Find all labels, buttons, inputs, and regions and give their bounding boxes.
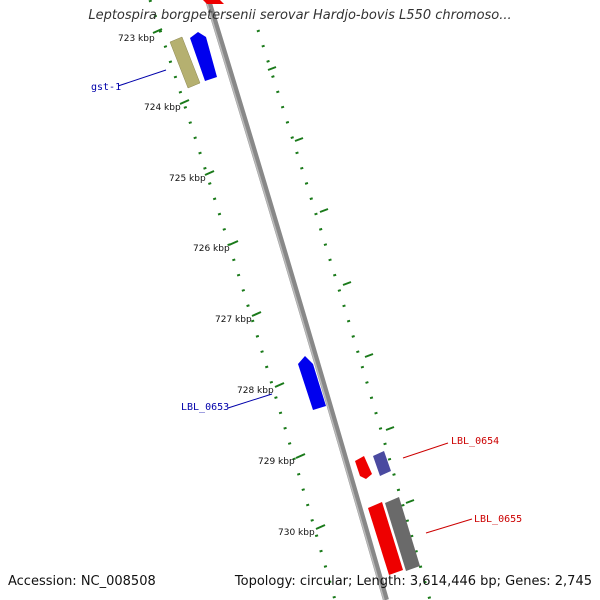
outer-tick-marks bbox=[267, 66, 415, 504]
tick-label: 724 kbp bbox=[144, 103, 181, 113]
gene-feature-red-small[interactable] bbox=[355, 456, 372, 479]
gene-feature-gst-1[interactable] bbox=[169, 36, 201, 89]
gene-feature-blue-1[interactable] bbox=[190, 32, 217, 81]
tick-label: 730 kbp bbox=[278, 528, 315, 538]
tick-label: 728 kbp bbox=[237, 386, 274, 396]
inner-ruler bbox=[148, 0, 337, 600]
tick-label: 723 kbp bbox=[118, 34, 155, 44]
inner-tick-marks bbox=[152, 28, 326, 530]
gene-feature-lbl-0653[interactable] bbox=[298, 356, 326, 410]
map-title: Leptospira borgpetersenii serovar Hardjo… bbox=[88, 8, 512, 23]
accession-text: Accession: NC_008508 bbox=[8, 574, 156, 589]
gene-feature-red-top[interactable] bbox=[203, 0, 224, 4]
chromosome-backbone bbox=[205, 0, 389, 600]
gene-feature-lbl-0654[interactable] bbox=[373, 451, 391, 476]
label-leaders bbox=[117, 69, 473, 534]
gene-feature-red-large[interactable] bbox=[368, 502, 403, 575]
tick-label: 727 kbp bbox=[215, 315, 252, 325]
tick-labels: 723 kbp 724 kbp 725 kbp 726 kbp 727 kbp … bbox=[118, 34, 315, 538]
gene-label-lbl-0655[interactable]: LBL_0655 bbox=[474, 514, 522, 525]
outer-ruler bbox=[256, 29, 432, 600]
gene-label-gst-1[interactable]: gst-1 bbox=[91, 82, 121, 93]
tick-label: 726 kbp bbox=[193, 244, 230, 254]
gene-label-lbl-0653[interactable]: LBL_0653 bbox=[181, 402, 229, 413]
tick-label: 725 kbp bbox=[169, 174, 206, 184]
gene-label-lbl-0654[interactable]: LBL_0654 bbox=[451, 436, 499, 447]
tick-label: 729 kbp bbox=[258, 457, 295, 467]
genome-summary-text: Topology: circular; Length: 3,614,446 bp… bbox=[234, 574, 592, 589]
gene-feature-lbl-0655[interactable] bbox=[385, 497, 420, 571]
gene-features bbox=[169, 0, 420, 575]
